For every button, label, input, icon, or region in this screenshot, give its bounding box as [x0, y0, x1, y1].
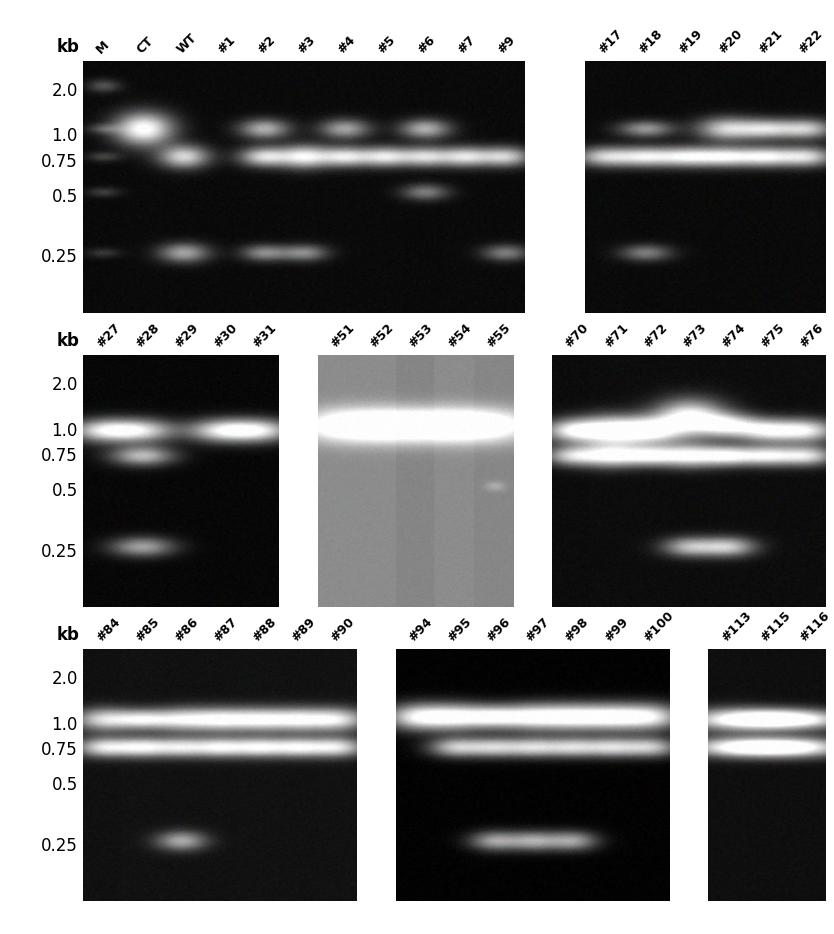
Text: #18: #18 [636, 27, 665, 56]
Text: #116: #116 [797, 609, 832, 644]
Text: #5: #5 [375, 33, 398, 56]
Text: #71: #71 [601, 321, 631, 350]
Text: #74: #74 [719, 321, 748, 350]
Text: #19: #19 [676, 27, 705, 56]
Text: #95: #95 [445, 616, 475, 644]
Text: #1: #1 [214, 33, 238, 56]
Text: #97: #97 [524, 616, 552, 644]
Text: #6: #6 [415, 33, 438, 56]
Text: #89: #89 [289, 616, 318, 644]
Text: #87: #87 [211, 616, 240, 644]
Text: 0.25: 0.25 [41, 837, 78, 855]
Text: #21: #21 [756, 27, 786, 56]
Text: #70: #70 [563, 321, 591, 350]
Text: 0.75: 0.75 [41, 152, 78, 171]
Text: #53: #53 [406, 321, 435, 350]
Text: #4: #4 [335, 33, 358, 56]
Text: #88: #88 [250, 616, 279, 644]
Text: #76: #76 [797, 321, 826, 350]
Text: #29: #29 [172, 321, 201, 350]
Text: #7: #7 [455, 33, 478, 56]
Text: kb: kb [57, 37, 79, 56]
Text: #52: #52 [367, 321, 396, 350]
Text: 1.0: 1.0 [51, 421, 78, 440]
Text: #90: #90 [328, 616, 357, 644]
Text: #84: #84 [93, 616, 123, 644]
Text: 0.75: 0.75 [41, 446, 78, 465]
Text: #30: #30 [211, 321, 240, 350]
Text: #55: #55 [485, 321, 514, 350]
Text: 1.0: 1.0 [51, 715, 78, 734]
Text: #115: #115 [758, 609, 793, 644]
Text: #72: #72 [641, 321, 670, 350]
Text: M: M [94, 37, 113, 56]
Text: #22: #22 [796, 27, 826, 56]
Text: CT: CT [134, 34, 156, 56]
Text: #2: #2 [254, 33, 278, 56]
Text: #98: #98 [563, 616, 591, 644]
Text: #31: #31 [250, 321, 279, 350]
Text: 0.5: 0.5 [52, 482, 78, 500]
Text: #17: #17 [595, 27, 625, 56]
Text: 0.5: 0.5 [52, 776, 78, 794]
Text: #96: #96 [485, 616, 513, 644]
Text: #113: #113 [719, 609, 754, 644]
Text: 2.0: 2.0 [51, 671, 78, 688]
Text: 0.25: 0.25 [41, 248, 78, 266]
Text: 0.5: 0.5 [52, 188, 78, 205]
Text: 0.25: 0.25 [41, 543, 78, 560]
Text: #100: #100 [641, 609, 676, 644]
Text: 0.75: 0.75 [41, 741, 78, 759]
Text: #85: #85 [133, 616, 162, 644]
Text: #9: #9 [495, 33, 518, 56]
Text: kb: kb [57, 626, 79, 644]
Text: #75: #75 [758, 321, 786, 350]
Text: #28: #28 [133, 321, 162, 350]
Text: WT: WT [174, 31, 199, 56]
Text: #20: #20 [716, 27, 745, 56]
Text: #94: #94 [406, 616, 435, 644]
Text: #99: #99 [601, 616, 631, 644]
Text: 2.0: 2.0 [51, 376, 78, 394]
Text: kb: kb [57, 332, 79, 350]
Text: #51: #51 [328, 321, 357, 350]
Text: #73: #73 [680, 321, 709, 350]
Text: #27: #27 [93, 321, 123, 350]
Text: 2.0: 2.0 [51, 82, 78, 100]
Text: 1.0: 1.0 [51, 127, 78, 146]
Text: #3: #3 [295, 33, 318, 56]
Text: #54: #54 [445, 321, 475, 350]
Text: #86: #86 [172, 616, 201, 644]
